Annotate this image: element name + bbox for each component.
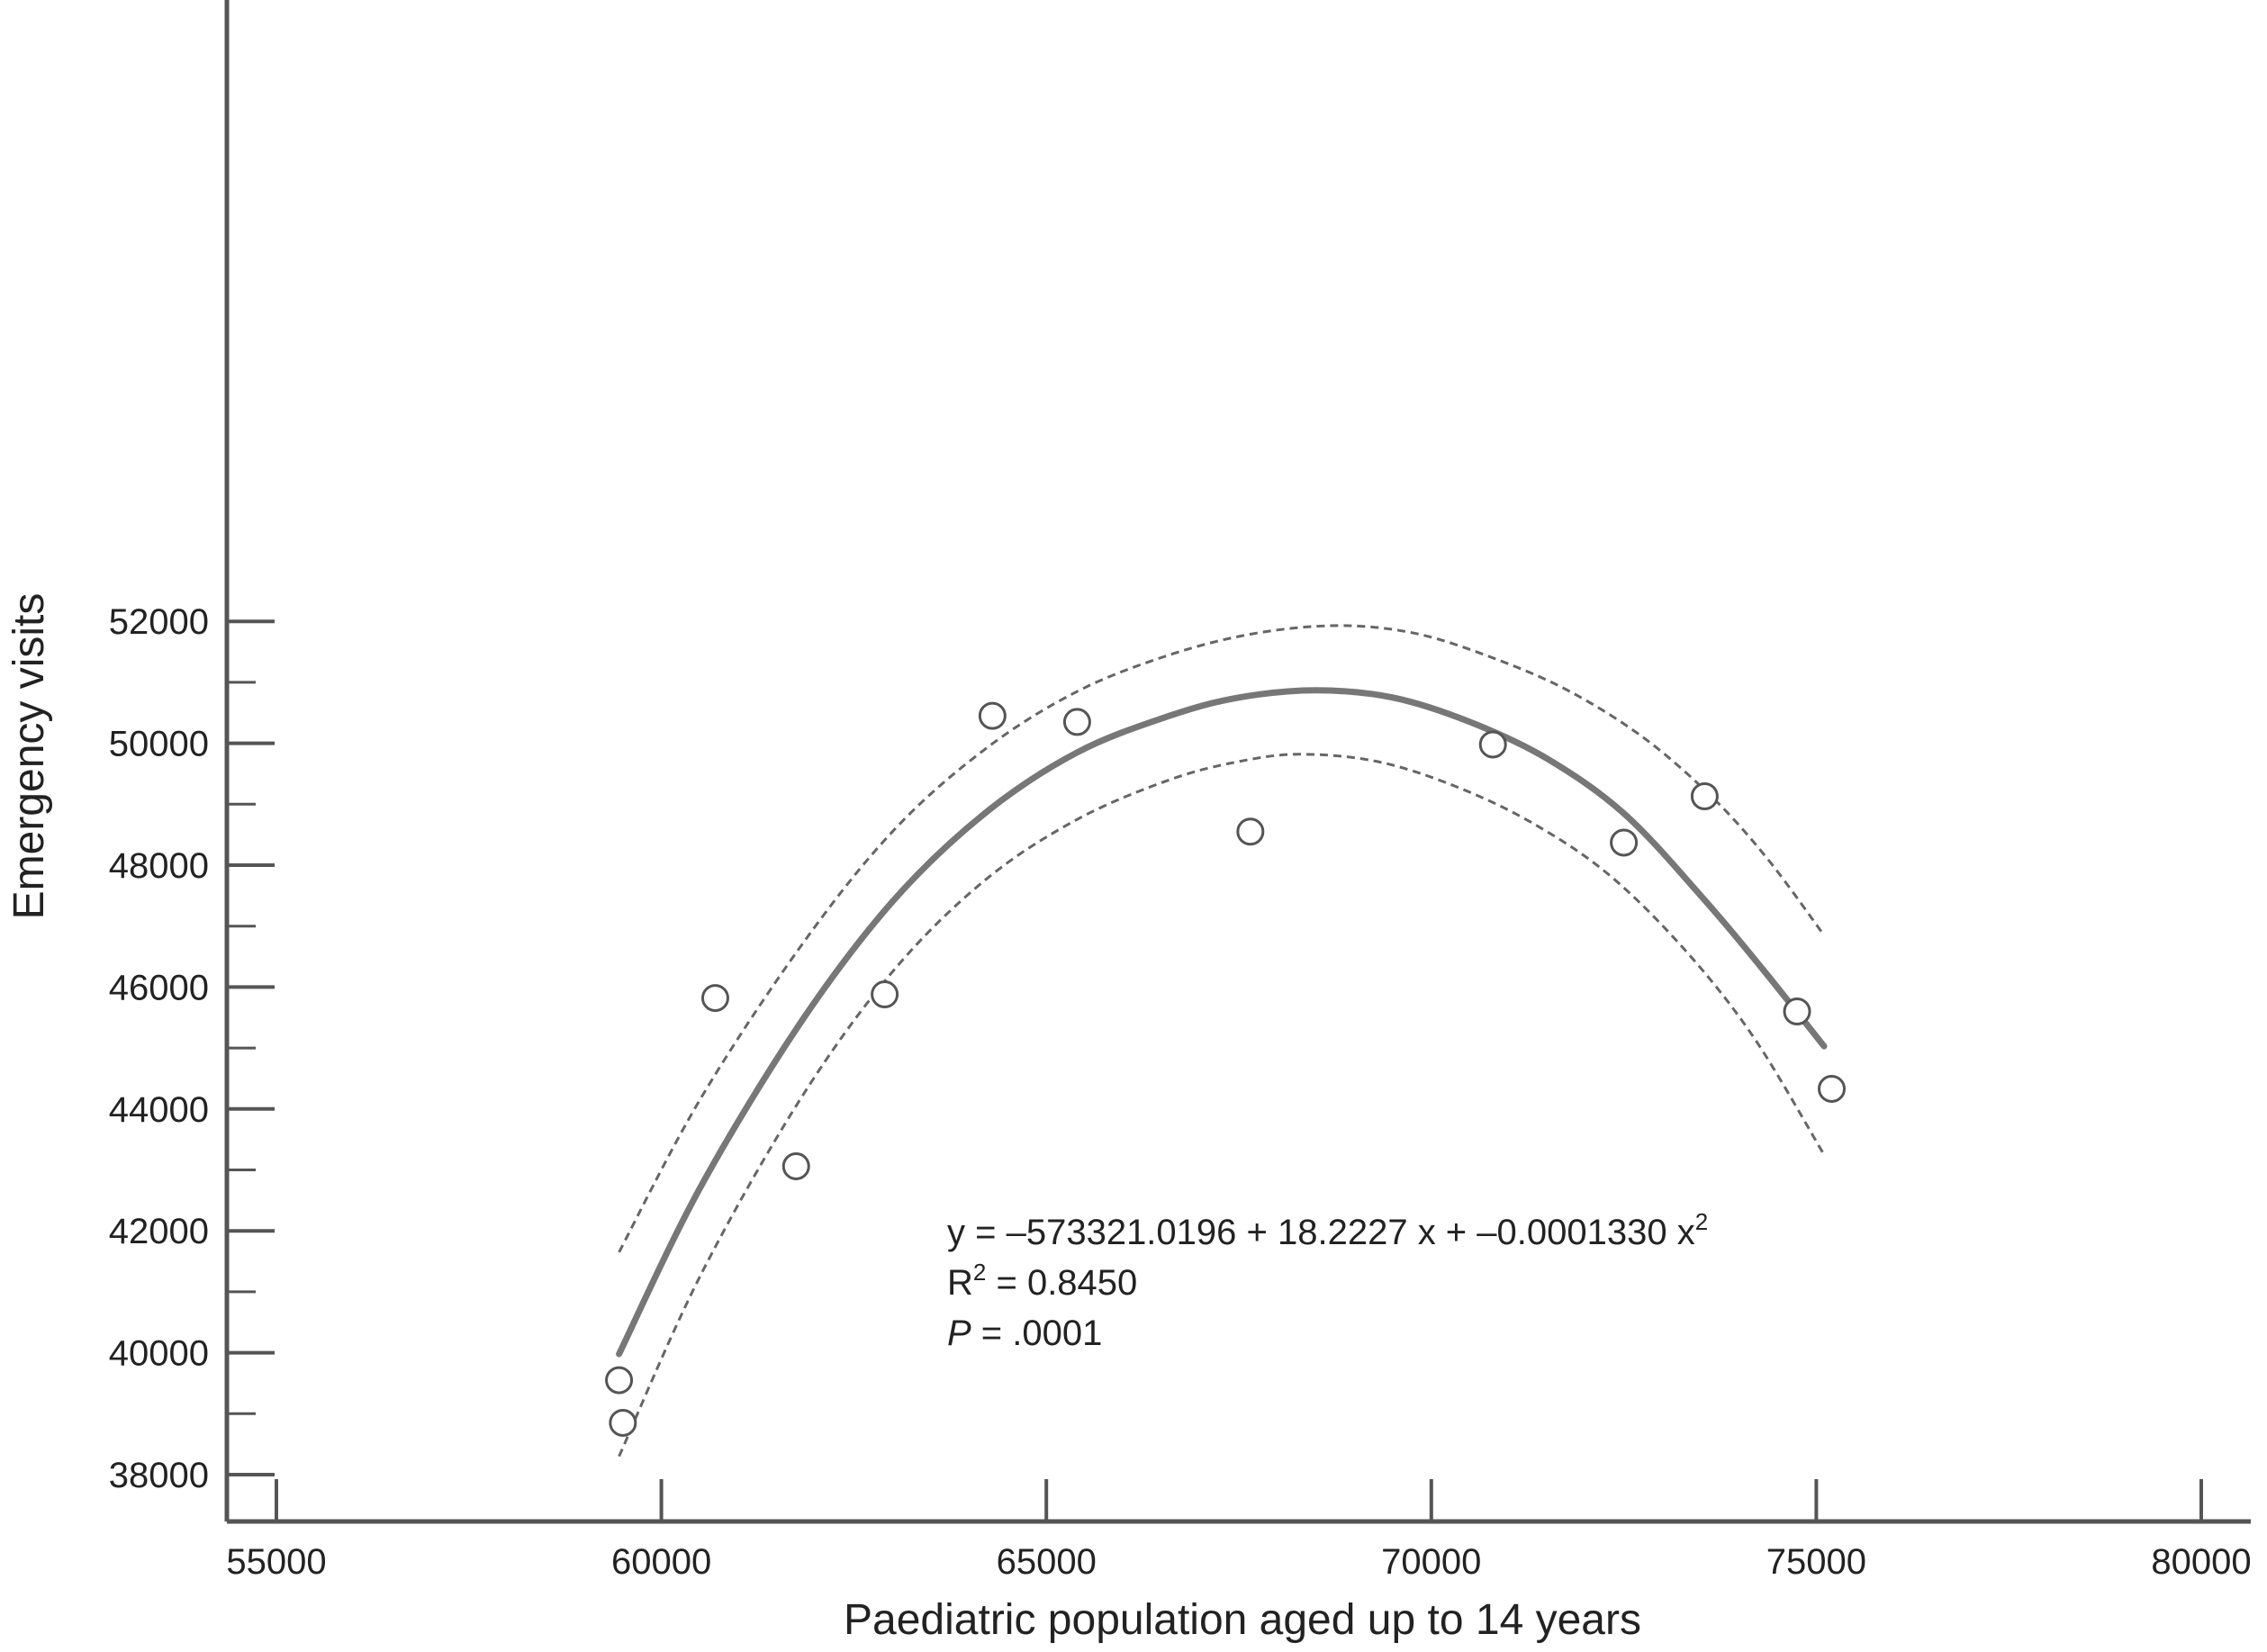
fit-curve-layer: [616, 687, 1828, 1358]
equation-superscript: 2: [1695, 1208, 1708, 1235]
p-value-text: P = .0001: [947, 1313, 1102, 1353]
y-tick-label: 48000: [109, 846, 209, 886]
r-squared-symbol: R: [947, 1263, 973, 1303]
equation-text: y = –573321.0196 + 18.2227 x + –0.000133…: [947, 1208, 1708, 1252]
ci-lower-curve: [618, 753, 1826, 1458]
equation-main: y = –573321.0196 + 18.2227 x + –0.000133…: [947, 1213, 1695, 1252]
confidence-interval-layer: [618, 624, 1826, 1458]
x-tick-label: 60000: [611, 1542, 711, 1582]
data-point: [1818, 1074, 1847, 1103]
x-axis-title: Paediatric population aged up to 14 year…: [844, 1596, 1641, 1644]
y-axis-title: Emergency visits: [5, 593, 53, 920]
x-tick-label: 80000: [2151, 1542, 2251, 1582]
x-ticks-layer: 55000 60000 65000 70000 75000 80000: [226, 1479, 2252, 1582]
ci-upper-curve: [618, 624, 1826, 1253]
y-tick-label: 46000: [109, 968, 209, 1007]
axes-layer: [224, 0, 2251, 1524]
data-point: [1478, 730, 1507, 759]
x-tick-label: 65000: [997, 1542, 1097, 1582]
x-tick-label: 55000: [226, 1542, 326, 1582]
y-tick-label: 52000: [109, 602, 209, 642]
y-tick-label: 44000: [109, 1090, 209, 1130]
p-value-value: = .0001: [971, 1313, 1103, 1353]
data-point: [1610, 828, 1639, 857]
y-tick-label: 42000: [109, 1212, 209, 1251]
x-tick-label: 75000: [1766, 1542, 1866, 1582]
data-point: [781, 1151, 810, 1180]
r-squared-text: R2 = 0.8450: [947, 1259, 1137, 1303]
data-point: [605, 1366, 634, 1395]
p-value-symbol: P: [947, 1313, 971, 1353]
data-point: [1783, 997, 1811, 1025]
regression-fit-curve: [616, 687, 1828, 1358]
data-points-layer: [605, 701, 1847, 1437]
data-point: [700, 984, 729, 1013]
data-point: [609, 1408, 637, 1437]
y-tick-label: 40000: [109, 1334, 209, 1374]
data-point: [1236, 817, 1265, 846]
y-ticks-layer: 38000 40000 42000 44000 46000 48000 50000 52000: [109, 602, 275, 1495]
r-squared-superscript: 2: [973, 1259, 986, 1286]
y-tick-label: 38000: [109, 1456, 209, 1495]
x-tick-label: 70000: [1381, 1542, 1481, 1582]
data-point: [1062, 708, 1091, 736]
regression-annotation: y = –573321.0196 + 18.2227 x + –0.000133…: [947, 1208, 1708, 1353]
data-point: [978, 701, 1007, 730]
data-point: [871, 980, 899, 1009]
data-point: [1690, 781, 1719, 810]
y-tick-label: 50000: [109, 725, 209, 764]
r-squared-value: = 0.8450: [986, 1263, 1137, 1303]
